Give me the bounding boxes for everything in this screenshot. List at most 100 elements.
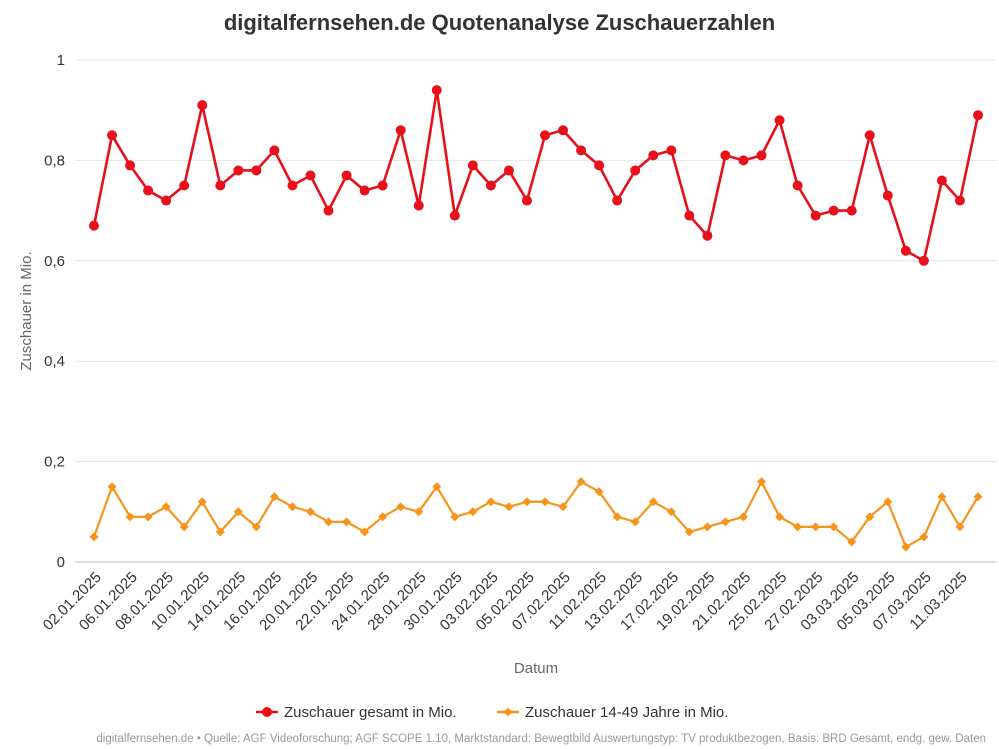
data-point bbox=[251, 522, 261, 532]
series-line bbox=[92, 480, 979, 549]
data-point bbox=[937, 492, 947, 502]
data-point bbox=[666, 145, 677, 156]
data-point bbox=[919, 532, 929, 542]
data-point bbox=[378, 512, 388, 522]
data-point bbox=[251, 165, 262, 176]
data-point bbox=[720, 517, 730, 527]
data-point bbox=[431, 85, 442, 96]
data-point bbox=[197, 497, 207, 507]
legend-marker bbox=[262, 707, 272, 717]
data-point bbox=[341, 170, 352, 181]
data-point bbox=[666, 507, 676, 517]
data-point bbox=[811, 522, 821, 532]
data-point bbox=[738, 155, 749, 166]
data-point bbox=[954, 195, 965, 206]
data-point bbox=[558, 125, 569, 136]
data-point bbox=[467, 160, 478, 171]
data-point bbox=[540, 130, 551, 141]
x-axis-label: Datum bbox=[514, 660, 558, 677]
data-point bbox=[883, 497, 893, 507]
series-2 bbox=[89, 477, 983, 552]
data-point bbox=[468, 507, 478, 517]
data-point bbox=[377, 180, 388, 191]
data-point bbox=[684, 210, 695, 221]
data-point bbox=[774, 115, 785, 126]
data-point bbox=[143, 185, 154, 196]
data-point bbox=[793, 522, 803, 532]
data-point bbox=[702, 230, 713, 241]
data-point bbox=[757, 477, 767, 487]
y-axis-label: Zuschauer in Mio. bbox=[18, 251, 35, 370]
data-point bbox=[269, 492, 279, 502]
data-point bbox=[521, 195, 532, 206]
data-point bbox=[865, 512, 875, 522]
data-point bbox=[197, 100, 208, 111]
source-note: digitalfernsehen.de • Quelle: AGF Videof… bbox=[96, 733, 986, 745]
y-tick-label: 0,6 bbox=[44, 253, 65, 270]
data-point bbox=[720, 150, 731, 161]
data-point bbox=[125, 160, 136, 171]
data-point bbox=[540, 497, 550, 507]
data-point bbox=[648, 497, 658, 507]
data-point bbox=[973, 492, 983, 502]
data-point bbox=[161, 502, 171, 512]
legend-label: Zuschauer 14-49 Jahre in Mio. bbox=[525, 704, 728, 721]
legend-label: Zuschauer gesamt in Mio. bbox=[284, 704, 457, 721]
series-1 bbox=[89, 85, 983, 266]
data-point bbox=[847, 537, 857, 547]
data-point bbox=[287, 180, 298, 191]
data-point bbox=[323, 205, 334, 216]
data-point bbox=[359, 185, 370, 196]
data-point bbox=[648, 150, 659, 161]
data-point bbox=[576, 477, 586, 487]
data-point bbox=[360, 527, 370, 537]
data-point bbox=[395, 125, 406, 136]
data-point bbox=[955, 522, 965, 532]
y-tick-label: 0,8 bbox=[44, 152, 65, 169]
data-point bbox=[179, 180, 190, 191]
data-point bbox=[810, 210, 821, 221]
data-point bbox=[342, 517, 352, 527]
data-point bbox=[305, 170, 316, 181]
data-point bbox=[125, 512, 135, 522]
chart-title: digitalfernsehen.de Quotenanalyse Zuscha… bbox=[224, 10, 775, 35]
data-point bbox=[756, 150, 767, 161]
data-point bbox=[179, 522, 189, 532]
data-point bbox=[432, 482, 442, 492]
gridlines bbox=[75, 59, 997, 563]
legend: Zuschauer gesamt in Mio. Zuschauer 14-49 … bbox=[256, 704, 728, 721]
data-point bbox=[107, 482, 117, 492]
data-point bbox=[504, 502, 514, 512]
data-point bbox=[594, 487, 604, 497]
data-point bbox=[612, 195, 623, 206]
legend-item[interactable]: Zuschauer gesamt in Mio. bbox=[256, 704, 457, 721]
data-point bbox=[630, 165, 641, 176]
data-point bbox=[829, 522, 839, 532]
data-point bbox=[215, 527, 225, 537]
data-point bbox=[269, 145, 280, 156]
y-tick-label: 0,2 bbox=[44, 454, 65, 471]
data-point bbox=[143, 512, 153, 522]
data-point bbox=[503, 165, 514, 176]
data-point bbox=[702, 522, 712, 532]
data-point bbox=[89, 220, 99, 231]
data-point bbox=[414, 507, 424, 517]
data-point bbox=[612, 512, 622, 522]
data-point bbox=[738, 512, 748, 522]
data-point bbox=[558, 502, 568, 512]
data-point bbox=[215, 180, 226, 191]
data-point bbox=[792, 180, 803, 191]
legend-item[interactable]: Zuschauer 14-49 Jahre in Mio. bbox=[497, 704, 728, 721]
data-point bbox=[413, 200, 424, 211]
data-point bbox=[630, 517, 640, 527]
data-point bbox=[450, 512, 460, 522]
data-point bbox=[900, 245, 911, 256]
y-axis-ticks: 0 0,2 0,4 0,6 0,8 1 bbox=[44, 52, 65, 571]
data-point bbox=[936, 175, 947, 186]
data-point bbox=[396, 502, 406, 512]
data-point bbox=[305, 507, 315, 517]
data-point bbox=[107, 130, 118, 141]
series-group bbox=[89, 85, 983, 552]
data-point bbox=[882, 190, 893, 201]
